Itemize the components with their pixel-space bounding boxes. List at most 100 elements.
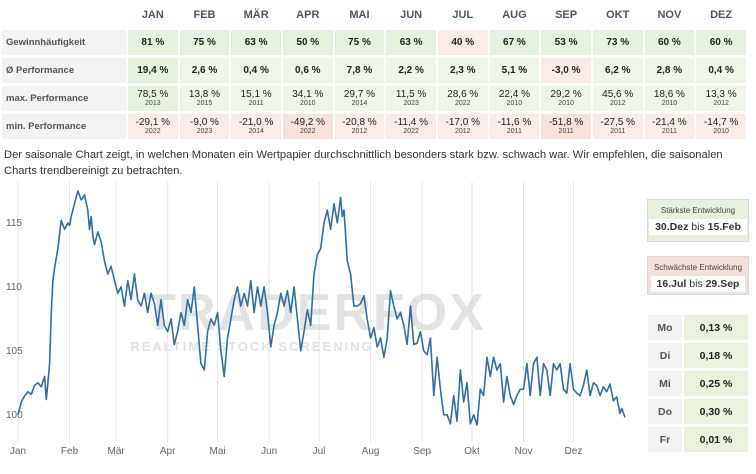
cell-value: 0,4 % (243, 65, 269, 76)
cell-value: -11,4 % (394, 117, 428, 128)
stats-cell: -20,8 % 2012 (334, 114, 385, 139)
cell-value: 63 % (399, 37, 423, 48)
weakest-from: 16.Jul (656, 278, 687, 290)
seasonal-series-line (17, 190, 626, 426)
strongest-period-panel: Stärkste Entwicklung 30.Dez bis 15.Feb (647, 199, 749, 242)
stats-cell: 15,1 % 2011 (231, 86, 281, 111)
table-corner (2, 3, 126, 27)
cell-year: 2022 (403, 128, 419, 135)
month-header: DEZ (710, 9, 733, 21)
row-label: min. Performance (2, 114, 126, 139)
cell-value: -11,6 % (497, 117, 532, 128)
cell-value: -51,8 % (548, 117, 584, 128)
cell-value: 2,3 % (449, 65, 476, 76)
cell-year: 2023 (196, 128, 213, 135)
month-header: AUG (502, 9, 527, 21)
stats-cell: -17,0 % 2012 (437, 114, 488, 139)
cell-value: 75 % (193, 37, 216, 48)
weakest-period-value: 16.Jul bis 29.Sep (650, 276, 746, 292)
stats-cell: 11,5 % 2023 (386, 86, 436, 111)
cell-value: -21,4 % (652, 117, 687, 128)
month-header: OKT (606, 9, 630, 21)
cell-year: 2022 (300, 128, 316, 135)
cell-value: 45,6 % (602, 89, 634, 100)
row-label: Ø Performance (2, 58, 126, 83)
cell-value: -9,0 % (190, 117, 219, 128)
strongest-sep: bis (691, 221, 705, 233)
cell-year: 2010 (300, 100, 316, 107)
x-tick-label: Mär (108, 446, 126, 457)
weekday-name: Di (648, 343, 682, 368)
stats-cell: 0,4 % (696, 58, 746, 83)
cell-value: 7,8 % (346, 65, 373, 76)
cell-value: 2,8 % (656, 65, 683, 76)
stats-cell: 75 % (179, 30, 230, 55)
cell-value: 67 % (503, 37, 526, 48)
weakest-period-title: Schwächste Entwicklung (653, 263, 743, 272)
cell-value: -20,8 % (342, 117, 377, 128)
stats-cell: 75 % (334, 30, 385, 55)
cell-value: -14,7 % (703, 117, 739, 128)
month-header: MÄR (243, 9, 269, 21)
cell-value: 40 % (451, 37, 475, 48)
month-header: APR (296, 9, 320, 21)
weakest-sep: bis (689, 278, 703, 290)
cell-year: 2022 (454, 100, 471, 107)
cell-year: 2011 (610, 128, 626, 135)
cell-year: 2011 (661, 128, 677, 135)
row-label: Gewinnhäufigkeit (2, 30, 126, 55)
cell-value: 0,4 % (708, 65, 734, 76)
cell-year: 2023 (403, 100, 419, 107)
stats-cell: 6,2 % (592, 58, 643, 83)
x-tick-label: Jul (313, 446, 326, 457)
x-tick-label: Okt (464, 446, 480, 457)
stats-cell: 53 % (541, 30, 591, 55)
weekday-performance-table: Mo 0,13 % Di 0,18 % Mi 0,25 % Do 0,30 % … (646, 312, 750, 455)
row-label: max. Performance (2, 86, 126, 111)
cell-year: 2011 (558, 128, 574, 135)
cell-value: 34,1 % (292, 89, 324, 100)
strongest-period-value: 30.Dez bis 15.Feb (649, 219, 747, 235)
x-tick-label: Feb (61, 446, 79, 457)
cell-year: 2010 (713, 128, 729, 135)
stats-cell: 50 % (282, 30, 333, 55)
seasonal-line-chart: Jan Feb Mär Apr Mai Jun Jul Aug Sep Okt Nov Dez 100 1… (6, 182, 626, 457)
stats-cell: 13,8 % 2015 (179, 86, 230, 111)
stats-cell: 63 % (386, 30, 436, 55)
weekday-name: Mi (648, 371, 682, 396)
cell-value: 75 % (348, 37, 371, 48)
cell-value: 81 % (141, 37, 165, 48)
stats-cell: 0,4 % (231, 58, 281, 83)
cell-year: 2014 (351, 100, 368, 107)
month-header: JAN (141, 9, 164, 21)
stats-cell: 2,2 % (386, 58, 436, 83)
cell-value: 28,6 % (447, 89, 479, 100)
cell-year: 2015 (196, 100, 213, 107)
x-tick-label: Dez (565, 446, 583, 457)
cell-value: 60 % (709, 37, 733, 48)
cell-value: -29,1 % (135, 117, 171, 128)
cell-value: 2,6 % (191, 65, 218, 76)
stats-cell: 29,7 % 2014 (334, 86, 385, 111)
stats-cell: -9,0 % 2023 (179, 114, 230, 139)
y-tick-label: 110 (6, 282, 22, 293)
cell-value: -49,2 % (290, 117, 326, 128)
stats-row: max. Performance 78,5 % 2013 13,8 % 2015 15,1… (2, 86, 746, 111)
cell-year: 2012 (713, 100, 729, 107)
stats-cell: 5,1 % (489, 58, 540, 83)
cell-year: 2011 (506, 128, 522, 135)
x-tick-label: Jun (261, 446, 277, 457)
cell-value: 19,4 % (137, 65, 169, 76)
y-tick-label: 115 (6, 218, 22, 229)
cell-year: 2010 (506, 100, 523, 107)
weekday-value: 0,30 % (684, 399, 748, 424)
weekday-name: Fr (648, 427, 682, 452)
cell-value: 13,3 % (705, 89, 737, 100)
cell-value: 6,2 % (604, 65, 631, 76)
stats-cell: 63 % (231, 30, 281, 55)
stats-cell: 2,8 % (644, 58, 695, 83)
strongest-from: 30.Dez (655, 221, 689, 233)
cell-value: 18,6 % (653, 89, 685, 100)
cell-value: 78,5 % (137, 89, 169, 100)
